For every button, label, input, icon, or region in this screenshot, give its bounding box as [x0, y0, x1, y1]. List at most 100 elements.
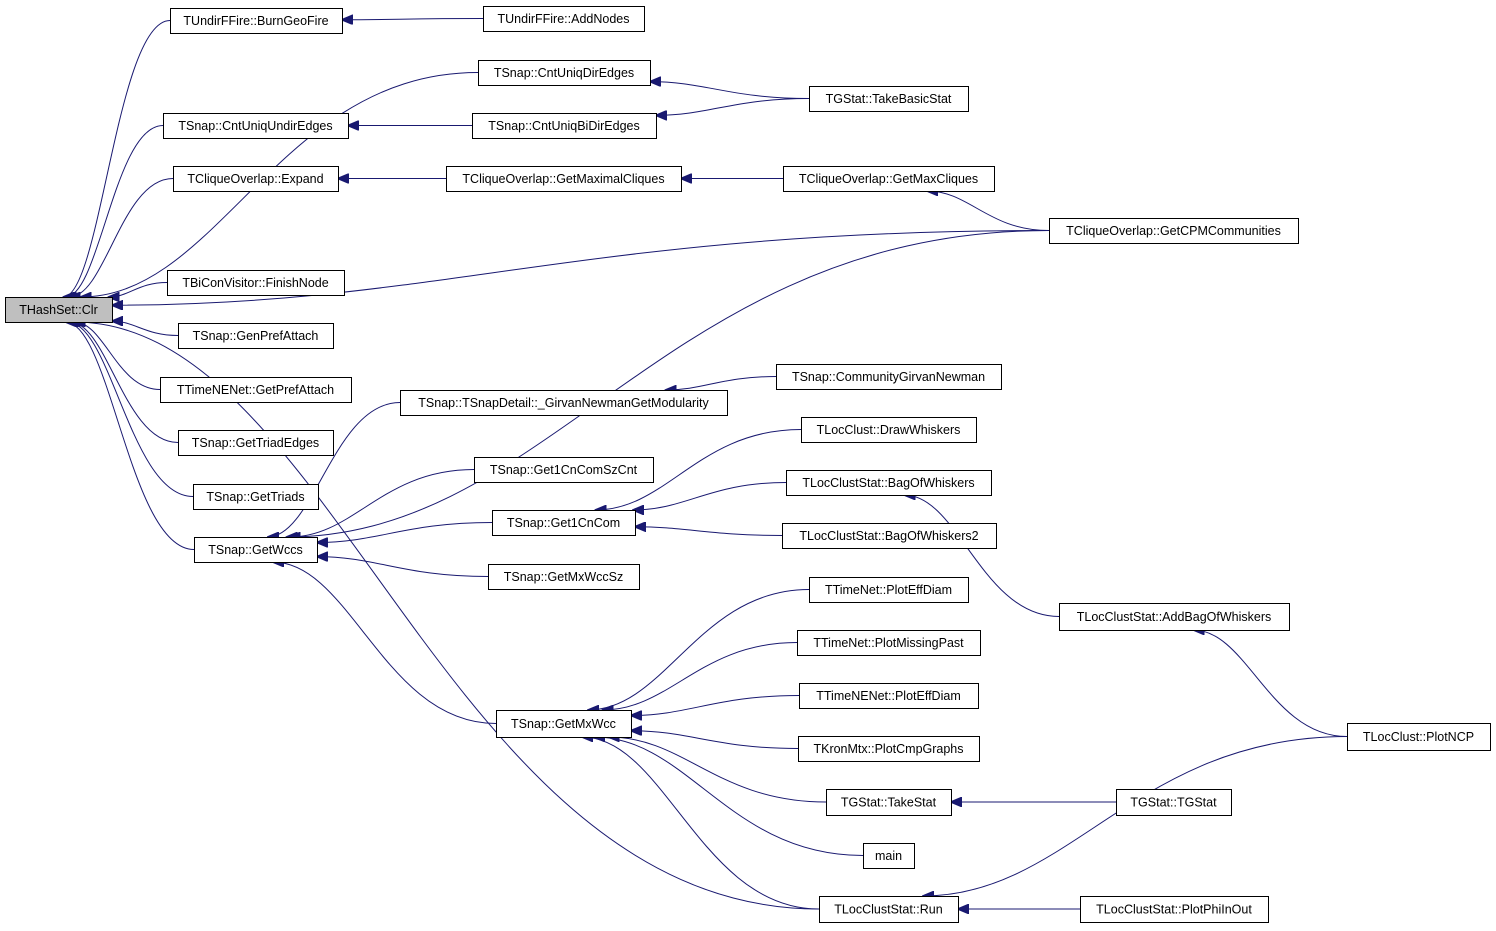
node-box	[178, 430, 334, 456]
node-box	[863, 843, 915, 869]
node-label: TTimeNet::PlotMissingPast	[813, 636, 964, 650]
node-box	[801, 417, 977, 443]
node-tcliqueoverlap-getmaxcliques[interactable]: TCliqueOverlap::GetMaxCliques	[783, 166, 995, 192]
node-label: main	[875, 849, 902, 863]
call-edge-ttimenet-plotmissingpast-to-tsnap-getmxwcc	[602, 642, 798, 711]
call-edge-tsnap-gettriadedges-to-thashset-clr	[70, 322, 179, 443]
node-label: THashSet::Clr	[19, 303, 98, 317]
node-label: TCliqueOverlap::GetCPMCommunities	[1066, 224, 1281, 238]
node-tsnap-getmxwcc[interactable]: TSnap::GetMxWcc	[496, 710, 632, 738]
node-tkronmtx-plotcmpgraphs[interactable]: TKronMtx::PlotCmpGraphs	[798, 736, 980, 762]
node-thashset-clr[interactable]: THashSet::Clr	[5, 297, 113, 323]
call-edge-tcliqueoverlap-getcpmcommunities-to-tsnap-getwccs	[287, 230, 1050, 538]
node-tsnap-communitygirvannewman[interactable]: TSnap::CommunityGirvanNewman	[776, 364, 1002, 390]
node-tbiconvisitor-finishnode[interactable]: TBiConVisitor::FinishNode	[167, 270, 345, 296]
node-tloccluststat-bagofwhiskers2[interactable]: TLocClustStat::BagOfWhiskers2	[782, 523, 997, 549]
node-tloccluststat-run[interactable]: TLocClustStat::Run	[819, 896, 959, 923]
node-label: TUndirFFire::AddNodes	[498, 12, 630, 26]
node-label: TGStat::TGStat	[1130, 796, 1217, 810]
node-label: TLocClustStat::PlotPhiInOut	[1096, 903, 1252, 917]
node-label: TGStat::TakeBasicStat	[826, 92, 952, 106]
node-box	[783, 166, 995, 192]
call-edge-tsnap-getmxwccsz-to-tsnap-getwccs	[317, 557, 489, 577]
node-label: TSnap::CntUniqUndirEdges	[178, 119, 332, 133]
node-box	[1049, 218, 1299, 244]
node-box	[193, 484, 319, 510]
call-edge-tsnap-get1cncom-to-tsnap-getwccs	[317, 522, 493, 543]
call-edge-tcliqueoverlap-getcpmcommunities-to-tcliqueoverlap-getmaxcliques	[927, 191, 1050, 231]
node-tcliqueoverlap-expand[interactable]: TCliqueOverlap::Expand	[173, 166, 339, 192]
call-edge-ttimenenet-ploteffdiam-to-tsnap-getmxwcc	[631, 695, 800, 716]
call-edge-tcliqueoverlap-getcpmcommunities-to-thashset-clr	[112, 230, 1050, 306]
node-tlocclust-plotncp[interactable]: TLocClust::PlotNCP	[1347, 723, 1491, 751]
node-tloccluststat-bagofwhiskers[interactable]: TLocClustStat::BagOfWhiskers	[786, 470, 992, 496]
node-label: TSnap::GenPrefAttach	[193, 329, 319, 343]
call-edge-tsnap-get1cncomszcnt-to-tsnap-getwccs	[290, 469, 475, 538]
node-box	[474, 457, 654, 483]
node-tgstat-takebasicstat[interactable]: TGStat::TakeBasicStat	[809, 86, 969, 112]
node-tloccluststat-addbagofwhiskers[interactable]: TLocClustStat::AddBagOfWhiskers	[1059, 603, 1290, 631]
node-label: TCliqueOverlap::Expand	[187, 172, 323, 186]
node-tsnap-genprefattach[interactable]: TSnap::GenPrefAttach	[178, 323, 334, 349]
call-edge-tsnap-communitygirvannewman-to-tsnap-tsnapdetail-girvannewmangetmodularity	[666, 376, 777, 391]
node-tsnap-tsnapdetail-girvannewmangetmodularity[interactable]: TSnap::TSnapDetail::_GirvanNewmanGetModu…	[400, 390, 728, 416]
node-box	[819, 896, 959, 923]
node-box	[167, 270, 345, 296]
node-tgstat-tgstat[interactable]: TGStat::TGStat	[1116, 789, 1232, 816]
node-box	[173, 166, 339, 192]
node-tsnap-cntuniqbidiredges[interactable]: TSnap::CntUniqBiDirEdges	[472, 113, 657, 139]
node-label: TSnap::GetMxWcc	[511, 717, 616, 731]
node-box	[178, 323, 334, 349]
node-box	[786, 470, 992, 496]
node-tsnap-gettriads[interactable]: TSnap::GetTriads	[193, 484, 319, 510]
call-edge-tkronmtx-plotcmpgraphs-to-tsnap-getmxwcc	[631, 731, 799, 749]
node-ttimenet-plotmissingpast[interactable]: TTimeNet::PlotMissingPast	[797, 630, 981, 656]
node-tsnap-gettriadedges[interactable]: TSnap::GetTriadEdges	[178, 430, 334, 456]
node-main[interactable]: main	[863, 843, 915, 869]
call-edge-tlocclust-drawwhiskers-to-tsnap-get1cncom	[595, 429, 802, 511]
node-tsnap-getwccs[interactable]: TSnap::GetWccs	[194, 537, 318, 563]
node-label: TBiConVisitor::FinishNode	[182, 276, 328, 290]
node-tcliqueoverlap-getcpmcommunities[interactable]: TCliqueOverlap::GetCPMCommunities	[1049, 218, 1299, 244]
node-label: TLocClust::DrawWhiskers	[817, 423, 961, 437]
node-label: TTimeNENet::GetPrefAttach	[177, 383, 334, 397]
node-tcliqueoverlap-getmaximalcliques[interactable]: TCliqueOverlap::GetMaximalCliques	[446, 166, 682, 192]
node-box	[496, 710, 632, 738]
node-ttimenenet-getprefattach[interactable]: TTimeNENet::GetPrefAttach	[160, 377, 352, 403]
node-tsnap-getmxwccsz[interactable]: TSnap::GetMxWccSz	[488, 564, 640, 590]
call-edge-tsnap-getmxwcc-to-tsnap-getwccs	[273, 562, 497, 724]
node-label: TTimeNet::PlotEffDiam	[825, 583, 952, 597]
node-box	[776, 364, 1002, 390]
node-box	[797, 630, 981, 656]
node-tundirffire-burngeofire[interactable]: TUndirFFire::BurnGeoFire	[170, 8, 343, 34]
call-edge-tloccluststat-run-to-tsnap-getmxwcc	[582, 737, 820, 910]
call-edge-tbiconvisitor-finishnode-to-thashset-clr	[109, 282, 168, 298]
node-tsnap-cntuniqundiredges[interactable]: TSnap::CntUniqUndirEdges	[163, 113, 349, 139]
node-tsnap-cntuniqdiredges[interactable]: TSnap::CntUniqDirEdges	[478, 60, 651, 86]
node-ttimenet-ploteffdiam[interactable]: TTimeNet::PlotEffDiam	[809, 577, 969, 603]
call-edge-tgstat-takestat-to-tsnap-getmxwcc	[609, 737, 827, 803]
node-label: TSnap::GetMxWccSz	[504, 570, 623, 584]
node-box	[492, 510, 636, 536]
node-label: TLocClustStat::AddBagOfWhiskers	[1077, 610, 1272, 624]
node-tgstat-takestat[interactable]: TGStat::TakeStat	[826, 789, 952, 816]
node-box	[1059, 603, 1290, 631]
node-tsnap-get1cncomszcnt[interactable]: TSnap::Get1CnComSzCnt	[474, 457, 654, 483]
node-label: TSnap::GetTriads	[206, 490, 304, 504]
node-box	[472, 113, 657, 139]
node-box	[809, 577, 969, 603]
node-tloccluststat-plotphiinout[interactable]: TLocClustStat::PlotPhiInOut	[1080, 896, 1269, 923]
node-label: TKronMtx::PlotCmpGraphs	[813, 742, 963, 756]
node-box	[1080, 896, 1269, 923]
node-tsnap-get1cncom[interactable]: TSnap::Get1CnCom	[492, 510, 636, 536]
node-tundirffire-addnodes[interactable]: TUndirFFire::AddNodes	[483, 6, 645, 32]
node-box	[194, 537, 318, 563]
node-label: TSnap::CntUniqDirEdges	[494, 66, 634, 80]
node-box	[488, 564, 640, 590]
node-label: TSnap::CommunityGirvanNewman	[792, 370, 985, 384]
node-ttimenenet-ploteffdiam[interactable]: TTimeNENet::PlotEffDiam	[799, 683, 979, 709]
edges-layer	[63, 19, 1348, 910]
node-box	[1347, 723, 1491, 751]
node-tlocclust-drawwhiskers[interactable]: TLocClust::DrawWhiskers	[801, 417, 977, 443]
